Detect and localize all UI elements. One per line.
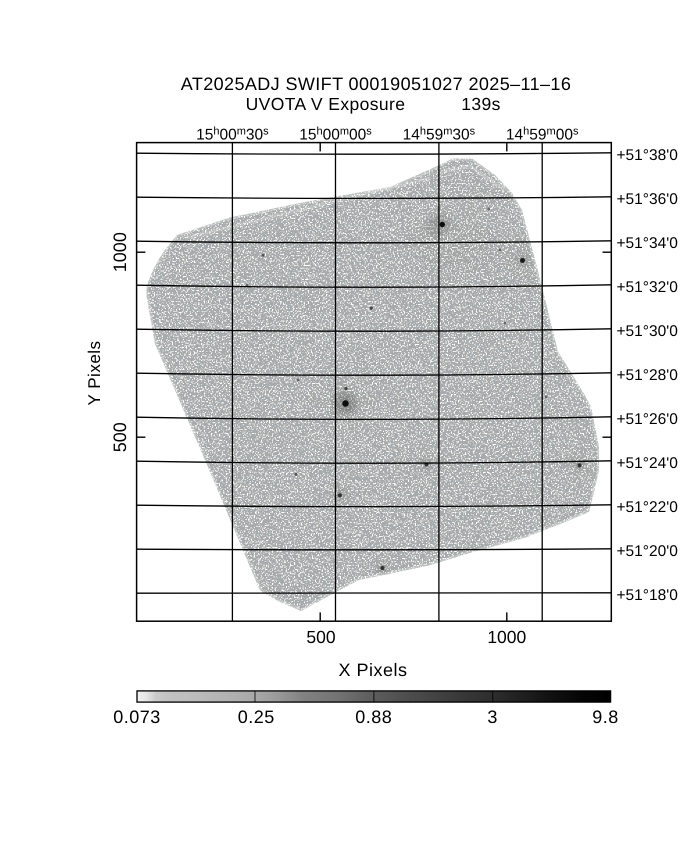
svg-text:Y Pixels: Y Pixels bbox=[85, 340, 104, 405]
svg-text:+51°34'0: +51°34'0 bbox=[617, 235, 679, 252]
svg-text:1000: 1000 bbox=[110, 232, 130, 272]
svg-text:UVOTA V Exposure: UVOTA V Exposure bbox=[246, 94, 406, 114]
svg-text:500: 500 bbox=[110, 422, 130, 452]
svg-text:9.8: 9.8 bbox=[592, 707, 619, 727]
svg-text:0.073: 0.073 bbox=[113, 707, 161, 727]
svg-text:0.25: 0.25 bbox=[238, 707, 275, 727]
svg-text:X Pixels: X Pixels bbox=[338, 660, 407, 680]
svg-text:+51°20'0: +51°20'0 bbox=[617, 543, 679, 560]
svg-text:+51°28'0: +51°28'0 bbox=[617, 367, 679, 384]
svg-text:+51°38'0: +51°38'0 bbox=[617, 147, 679, 164]
svg-text:3: 3 bbox=[487, 707, 498, 727]
svg-text:+51°18'0: +51°18'0 bbox=[617, 587, 679, 604]
svg-text:14h59m30s: 14h59m30s bbox=[403, 126, 476, 144]
svg-text:+51°32'0: +51°32'0 bbox=[617, 279, 679, 296]
svg-text:+51°26'0: +51°26'0 bbox=[617, 411, 679, 428]
svg-text:0.88: 0.88 bbox=[355, 707, 392, 727]
svg-text:1000: 1000 bbox=[487, 627, 526, 647]
svg-text:+51°30'0: +51°30'0 bbox=[617, 323, 679, 340]
svg-text:139s: 139s bbox=[461, 94, 501, 114]
svg-text:+51°36'0: +51°36'0 bbox=[617, 191, 679, 208]
svg-text:+51°24'0: +51°24'0 bbox=[617, 455, 679, 472]
svg-text:15h00m30s: 15h00m30s bbox=[196, 126, 269, 144]
svg-text:15h00m00s: 15h00m00s bbox=[299, 126, 372, 144]
svg-text:+51°22'0: +51°22'0 bbox=[617, 499, 679, 516]
svg-text:AT2025ADJ SWIFT 00019051027 20: AT2025ADJ SWIFT 00019051027 2025–11–16 bbox=[181, 74, 571, 94]
svg-text:14h59m00s: 14h59m00s bbox=[506, 126, 579, 144]
svg-text:500: 500 bbox=[306, 627, 335, 647]
